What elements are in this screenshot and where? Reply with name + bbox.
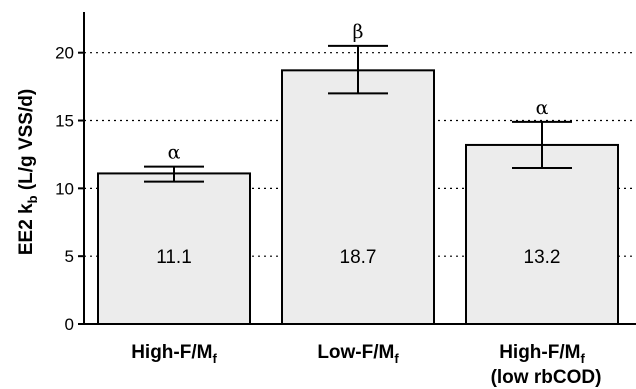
- y-axis-label-units: (L/g VSS/d): [16, 89, 37, 196]
- y-tick-label: 20: [55, 44, 74, 63]
- labels: α 11.1 High-F/Mf β 18.7 Low-F/Mf α 13.2 High-F/M…: [55, 21, 601, 388]
- y-tick-label: 15: [55, 112, 74, 131]
- y-axis-label: EE2 kb (L/g VSS/d): [16, 89, 40, 255]
- y-tick-label: 0: [65, 315, 74, 334]
- bar: [97, 172, 251, 325]
- bars: [97, 44, 619, 326]
- y-axis-label-main: EE2 k: [16, 203, 37, 255]
- data-label: 11.1: [156, 247, 192, 268]
- axes: [78, 12, 636, 325]
- x-tick-label-line2: (low rbCOD): [491, 367, 602, 388]
- y-tick-label: 10: [55, 179, 74, 198]
- data-label: 18.7: [340, 247, 377, 268]
- significance-label: β: [353, 21, 364, 43]
- x-tick-label: High-F/Mf: [131, 342, 217, 366]
- significance-label: α: [536, 97, 549, 119]
- y-axis-label-subscript: b: [25, 195, 40, 203]
- y-tick-label: 5: [65, 247, 74, 266]
- x-tick-label: Low-F/Mf: [317, 342, 399, 366]
- bar: [281, 69, 435, 326]
- x-tick-label: High-F/Mf: [499, 342, 585, 366]
- data-label: 13.2: [524, 247, 561, 268]
- significance-label: α: [168, 142, 181, 164]
- bar: [465, 143, 619, 325]
